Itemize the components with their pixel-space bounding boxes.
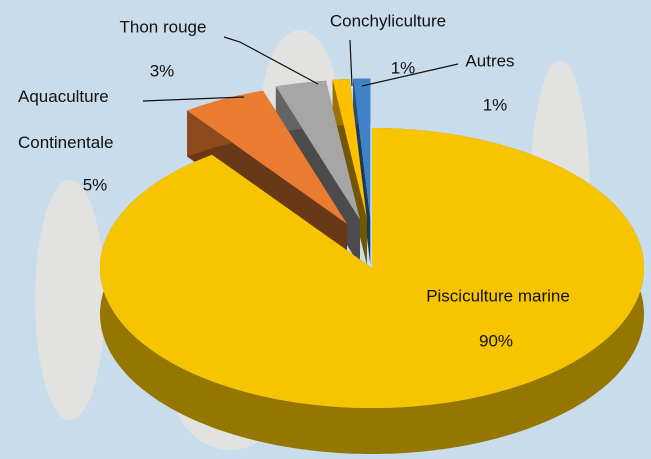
chart: Pisciculture marine 90% 5% Thon rouge 3% Conc… xyxy=(0,0,651,459)
value-label: 3% xyxy=(150,61,175,80)
value-label: 90% xyxy=(479,331,513,350)
chart-canvas: Pisciculture marine 90% 5% Thon rouge 3% Conc… xyxy=(0,0,651,459)
slice xyxy=(100,128,644,408)
slice-label: Aquaculture Continentale xyxy=(18,74,143,166)
slice-label: Pisciculture marine xyxy=(426,286,570,305)
value-label: 1% xyxy=(391,58,416,77)
value-label: 5% xyxy=(83,175,108,194)
slice-label: Thon rouge xyxy=(120,17,207,36)
slice-label: Autres xyxy=(465,51,514,70)
slice-label: Conchyliculture xyxy=(330,11,446,30)
value-label: 1% xyxy=(483,95,508,114)
